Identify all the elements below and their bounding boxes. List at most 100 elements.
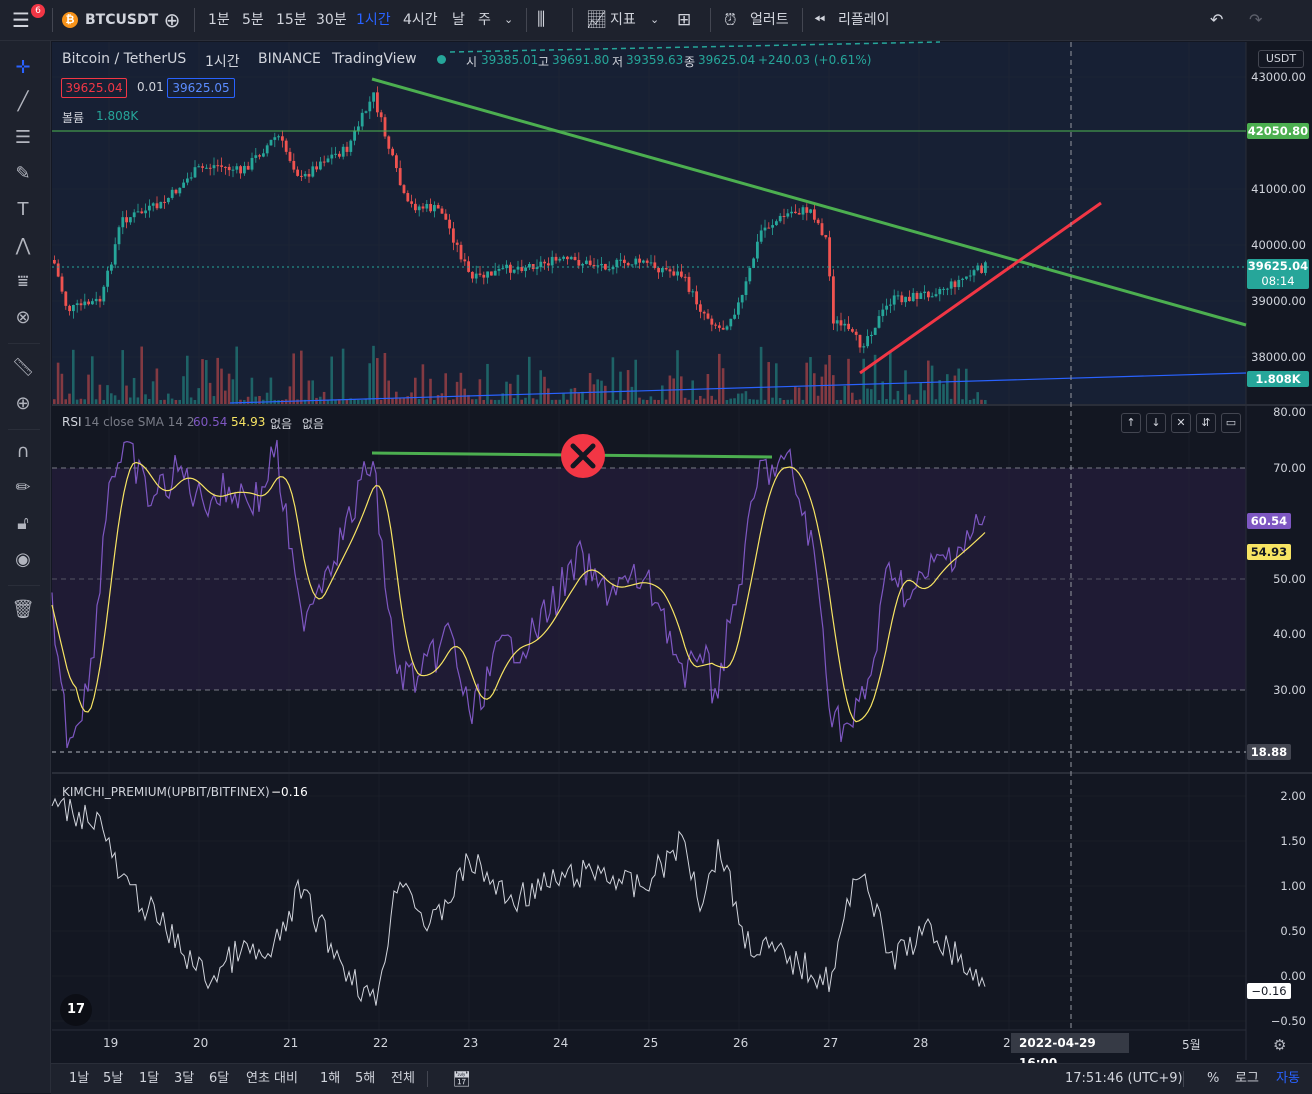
- alert-button[interactable]: 얼러트: [750, 12, 789, 28]
- rsi-sma-value: 54.93: [231, 415, 266, 429]
- templates-icon[interactable]: ⊞: [677, 10, 692, 30]
- interval-5m[interactable]: 5분: [242, 12, 264, 28]
- notification-badge: 6: [31, 4, 45, 18]
- auto-toggle[interactable]: 자동: [1276, 1071, 1300, 1086]
- currency-select[interactable]: USDT: [1258, 50, 1304, 68]
- indicators-icon[interactable]: 📈︎: [586, 10, 608, 30]
- crosshair-icon[interactable]: ✛: [15, 57, 31, 78]
- interval-30m[interactable]: 30분: [316, 12, 347, 28]
- interval-1h[interactable]: 1시간: [356, 12, 391, 28]
- fib-lines-icon[interactable]: ☰: [14, 127, 32, 148]
- chevron-down-icon[interactable]: ⌄: [650, 13, 660, 26]
- collapse-icon[interactable]: ⇵: [1196, 413, 1216, 433]
- eye-icon[interactable]: ◉: [15, 549, 31, 570]
- settings-gear-icon[interactable]: ⚙: [1273, 1036, 1287, 1054]
- redo-icon[interactable]: ↷: [1249, 10, 1263, 29]
- interval-day[interactable]: 날: [452, 12, 465, 28]
- price-tick: 41000.00: [1251, 182, 1306, 196]
- descending-trendline[interactable]: [371, 77, 1247, 327]
- sell-price-button[interactable]: 39625.04: [61, 78, 127, 98]
- maximize-icon[interactable]: ▭: [1221, 413, 1241, 433]
- time-tick: 20: [193, 1036, 209, 1050]
- rsi-sma-tag: 54.93: [1247, 544, 1291, 560]
- remove-icon[interactable]: ⊗: [15, 307, 31, 328]
- projection-line: [449, 41, 941, 53]
- lock-icon[interactable]: 🔓︎: [17, 513, 29, 534]
- time-tick: 24: [553, 1036, 569, 1050]
- legend-provider: TradingView: [332, 51, 417, 67]
- symbol-search[interactable]: BTCUSDT: [85, 12, 159, 28]
- kimchi-tick: 1.50: [1280, 834, 1306, 848]
- range-6m[interactable]: 6달: [209, 1071, 230, 1086]
- trendline-icon[interactable]: ╱: [17, 91, 29, 112]
- candle-style-icon[interactable]: ⫼: [537, 9, 546, 30]
- kimchi-tick: 2.00: [1280, 789, 1306, 803]
- range-1y[interactable]: 1해: [320, 1071, 341, 1086]
- legend-exchange: BINANCE: [258, 51, 321, 67]
- interval-4h[interactable]: 4시간: [403, 12, 438, 28]
- rsi-tick: 50.00: [1273, 572, 1306, 586]
- brush-icon[interactable]: ✎: [15, 163, 31, 184]
- ohlc-open-label: 시: [466, 55, 478, 69]
- price-pane[interactable]: [52, 42, 1246, 404]
- kimchi-tag: −0.16: [1247, 983, 1291, 999]
- rsi-label[interactable]: RSI: [62, 415, 82, 429]
- ohlc-low-label: 저: [612, 55, 624, 69]
- level-price-tag: 42050.80: [1247, 123, 1309, 139]
- menu-icon[interactable]: ☰: [12, 8, 30, 32]
- undo-icon[interactable]: ↶: [1210, 10, 1224, 29]
- lock-drawing-icon[interactable]: ✏︎: [15, 477, 31, 498]
- move-up-icon[interactable]: ↑: [1121, 413, 1141, 433]
- ruler-icon[interactable]: 📏︎: [11, 357, 35, 378]
- magnet-icon[interactable]: ∩: [16, 441, 30, 462]
- rsi-sma-line: [51, 461, 986, 723]
- text-icon[interactable]: T: [17, 199, 29, 220]
- log-toggle[interactable]: 로그: [1235, 1071, 1259, 1086]
- ohlc-low: 39359.63: [626, 53, 684, 67]
- range-all[interactable]: 전체: [391, 1071, 415, 1086]
- time-tick: 22: [373, 1036, 389, 1050]
- time-tick: 28: [913, 1036, 929, 1050]
- range-1d[interactable]: 1날: [69, 1071, 90, 1086]
- volume-ma-line: [229, 372, 1247, 404]
- percent-toggle[interactable]: %: [1207, 1071, 1220, 1086]
- time-tick: 27: [823, 1036, 839, 1050]
- replay-icon[interactable]: ⏪︎: [814, 12, 826, 28]
- rsi-none-1: 없음: [270, 417, 293, 431]
- kimchi-label[interactable]: KIMCHI_PREMIUM(UPBIT/BITFINEX): [62, 785, 270, 799]
- rsi-params: 14 close SMA 14 2: [84, 415, 195, 429]
- close-pane-icon[interactable]: ✕: [1171, 413, 1191, 433]
- volume-tag: 1.808K: [1247, 371, 1309, 387]
- date-range-icon[interactable]: 📅︎: [452, 1070, 472, 1088]
- buy-price-button[interactable]: 39625.05: [167, 78, 235, 98]
- pattern-icon[interactable]: ⋀: [15, 235, 31, 256]
- ascending-trendline[interactable]: [859, 201, 1102, 375]
- interval-week[interactable]: 주: [478, 12, 491, 28]
- legend-interval: 1시간: [205, 54, 240, 70]
- interval-1m[interactable]: 1분: [208, 12, 230, 28]
- kimchi-tick: 0.00: [1280, 969, 1306, 983]
- range-1m[interactable]: 1달: [139, 1071, 160, 1086]
- compare-add-icon[interactable]: ⊕: [163, 8, 181, 32]
- tradingview-logo-icon[interactable]: 17: [60, 994, 92, 1026]
- kimchi-pane[interactable]: [52, 774, 1246, 1030]
- replay-button[interactable]: 리플레이: [838, 12, 890, 28]
- move-down-icon[interactable]: ↓: [1146, 413, 1166, 433]
- trash-icon[interactable]: 🗑︎: [11, 599, 35, 620]
- alarm-icon[interactable]: ⏰︎: [724, 10, 737, 29]
- symbol-title[interactable]: Bitcoin / TetherUS: [62, 51, 187, 67]
- range-5d[interactable]: 5날: [103, 1071, 124, 1086]
- range-3m[interactable]: 3달: [174, 1071, 195, 1086]
- last-price-value: 39625.04: [1247, 259, 1309, 273]
- clock[interactable]: 17:51:46 (UTC+9): [1065, 1071, 1183, 1086]
- interval-15m[interactable]: 15분: [276, 12, 307, 28]
- range-ytd[interactable]: 연초 대비: [246, 1071, 298, 1086]
- indicators-button[interactable]: 지표: [610, 12, 636, 28]
- zoom-in-icon[interactable]: ⊕: [15, 393, 31, 414]
- time-tick: 19: [103, 1036, 119, 1050]
- prediction-icon[interactable]: ⩸: [17, 271, 29, 292]
- range-5y[interactable]: 5해: [355, 1071, 376, 1086]
- chevron-down-icon[interactable]: ⌄: [504, 13, 514, 26]
- grid: [52, 42, 1246, 1030]
